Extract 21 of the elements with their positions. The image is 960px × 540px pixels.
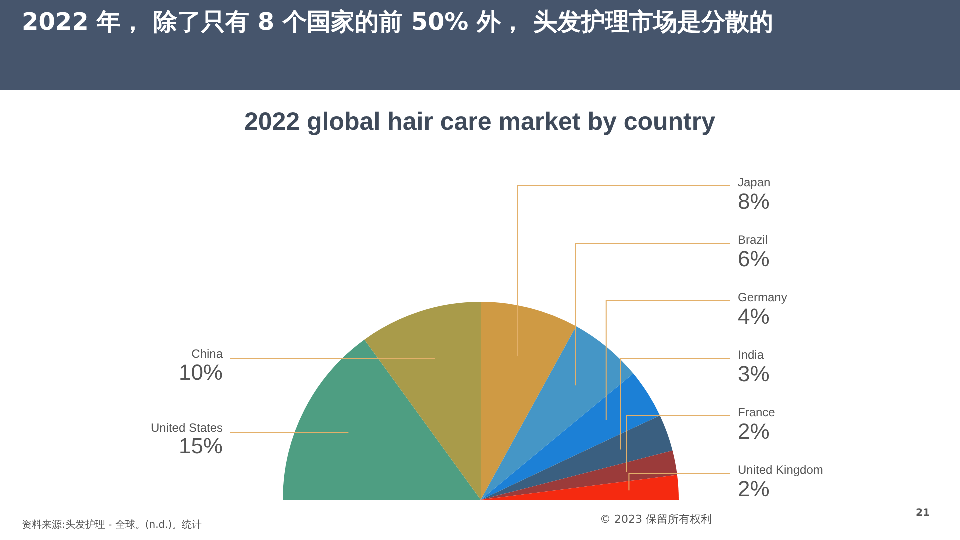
data-label: 8%	[738, 189, 770, 214]
data-label: 2%	[738, 476, 770, 502]
slice-label: Germany	[738, 290, 788, 304]
slice-label: Japan	[738, 175, 771, 190]
slice-label: United States	[150, 420, 223, 435]
slice-label: France	[738, 405, 776, 420]
data-label: 15%	[178, 434, 223, 459]
data-label: 2%	[738, 419, 770, 444]
text: © 2023 保留所有权利	[600, 512, 712, 527]
chart-title: 2022 年， 除了只有 8 个国家的前 50% 外， 头发护理市场是分散的	[22, 7, 774, 38]
data-label: 3%	[738, 362, 770, 387]
slice-label: China	[192, 347, 224, 362]
data-label: 10%	[178, 360, 223, 385]
data-label: 4%	[738, 304, 770, 330]
slice-label: United Kingdom	[738, 462, 824, 477]
text: 资料来源:头发护理 - 全球。(n.d.)。统计	[22, 518, 202, 532]
chart-subtitle: 2022 global hair care market by country	[243, 108, 717, 137]
text: 21	[916, 508, 930, 519]
data-label: 6%	[738, 246, 770, 272]
slice-label: Brazil	[738, 232, 768, 247]
slice-label: India	[738, 348, 764, 362]
